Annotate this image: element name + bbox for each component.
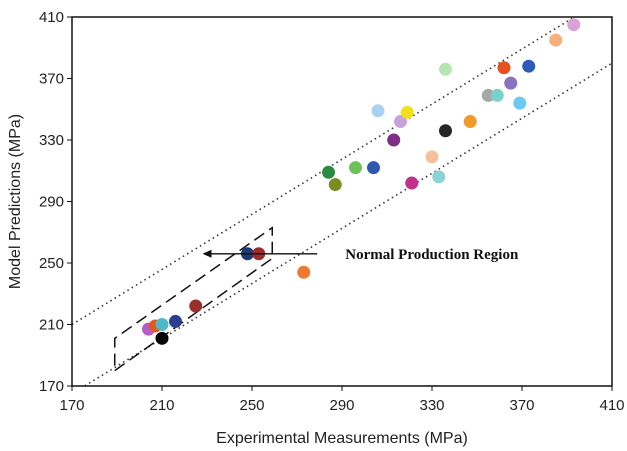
bound-lines <box>72 17 612 386</box>
data-point <box>504 76 518 90</box>
data-point <box>394 115 407 129</box>
y-tick-label: 290 <box>39 194 64 211</box>
region-outline <box>114 226 273 373</box>
y-tick-label: 370 <box>39 71 64 88</box>
y-tick-label: 410 <box>39 9 64 26</box>
x-axis-ticks: 170 210 250 290 330 370 410 <box>59 386 625 414</box>
data-point <box>400 105 414 119</box>
x-tick-label: 370 <box>509 397 534 414</box>
data-point <box>322 165 335 179</box>
data-point <box>549 33 563 47</box>
x-tick-label: 210 <box>149 397 174 414</box>
data-point <box>439 124 452 138</box>
x-tick-label: 410 <box>599 397 624 414</box>
data-point <box>371 104 385 118</box>
data-point <box>490 88 504 102</box>
data-point <box>567 18 581 32</box>
y-tick-label: 170 <box>39 378 64 395</box>
data-point <box>387 133 401 147</box>
data-point <box>497 61 511 75</box>
y-tick-label: 210 <box>39 317 64 334</box>
x-tick-label: 290 <box>329 397 354 414</box>
x-tick-label: 170 <box>59 397 84 414</box>
annotation-arrow-head <box>202 249 212 258</box>
data-point <box>155 318 169 331</box>
x-axis-title: Experimental Measurements (MPa) <box>216 430 468 447</box>
data-point <box>328 178 342 192</box>
x-tick-label: 330 <box>419 397 444 414</box>
y-tick-label: 250 <box>39 255 64 272</box>
upper-bound-line <box>72 17 576 326</box>
y-tick-label: 330 <box>39 132 64 149</box>
annotation-label: Normal Production Region <box>345 247 519 263</box>
data-point <box>425 150 439 164</box>
annotation-group: Normal Production Region <box>202 247 519 263</box>
data-point <box>297 265 311 279</box>
data-point <box>169 314 182 328</box>
data-points <box>142 18 581 345</box>
data-point <box>189 299 203 313</box>
data-point <box>405 176 419 190</box>
data-point <box>513 96 527 110</box>
data-point <box>522 59 536 73</box>
data-point <box>481 88 495 102</box>
data-point <box>349 161 362 175</box>
y-axis-ticks: 170 210 250 290 330 370 410 <box>39 9 72 395</box>
y-axis-title: Model Predictions (MPa) <box>7 114 24 289</box>
x-tick-label: 250 <box>239 397 264 414</box>
data-point <box>155 331 169 345</box>
data-point <box>367 161 380 175</box>
data-point <box>463 115 477 129</box>
data-point <box>432 170 446 184</box>
data-point <box>439 62 452 76</box>
production-region <box>114 226 273 373</box>
